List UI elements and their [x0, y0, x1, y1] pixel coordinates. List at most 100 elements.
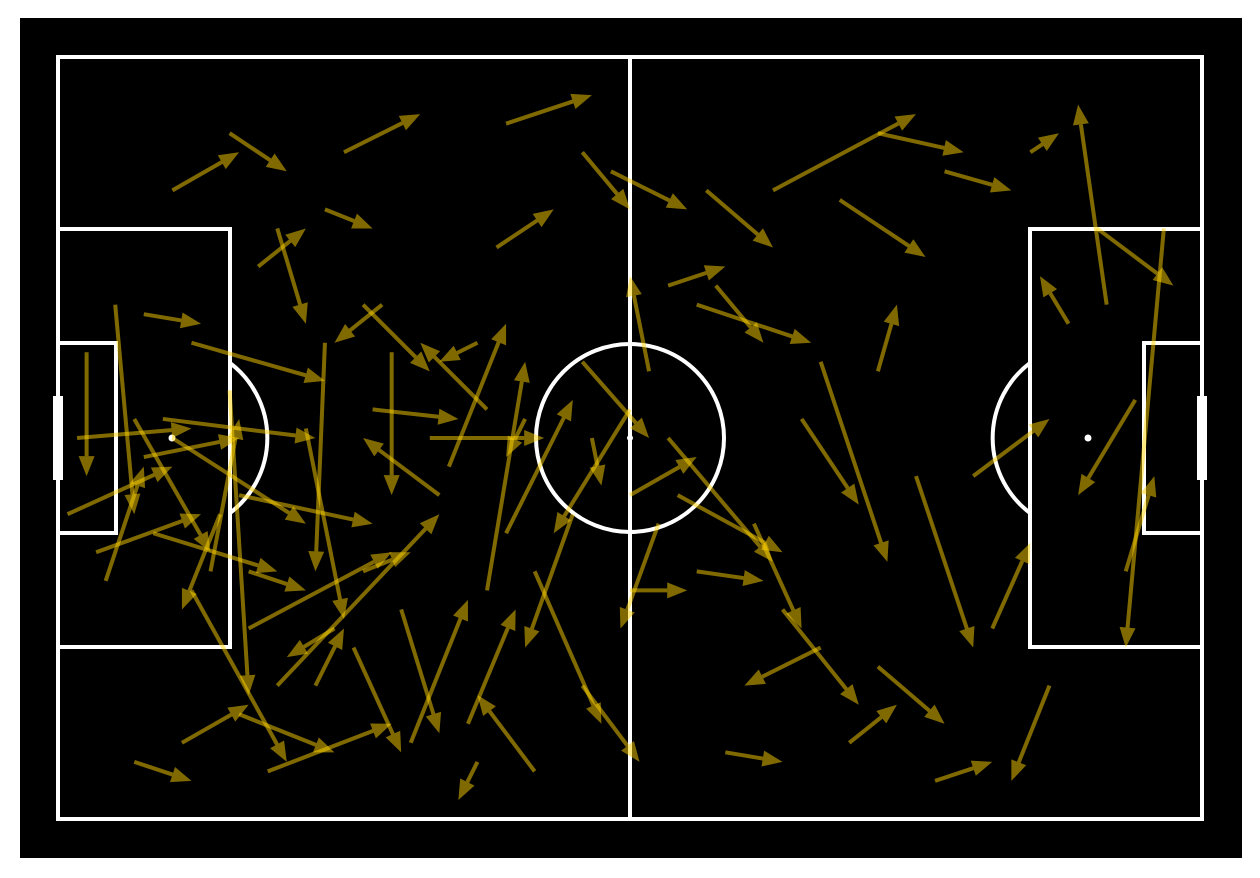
pass-arrowhead [491, 323, 507, 346]
pass-line [818, 361, 883, 544]
pass-arrow-88 [505, 93, 592, 126]
pass-arrow-42 [696, 302, 812, 345]
pass-arrow-84 [66, 466, 173, 517]
pass-arrowhead [419, 514, 440, 535]
pass-line [256, 239, 292, 269]
pass-arrow-99 [619, 523, 661, 629]
pass-arrow-97 [477, 695, 537, 773]
pass-line [456, 340, 479, 355]
pass-arrow-34 [458, 760, 480, 800]
pitch-markings [53, 55, 1207, 821]
pass-arrowhead [370, 723, 392, 739]
pass-arrow-69 [171, 152, 240, 193]
pass-arrowhead [621, 741, 640, 762]
pass-arrowhead [524, 430, 545, 446]
pass-arrowhead [556, 399, 573, 422]
pass-line [934, 766, 974, 783]
right-goal [1197, 396, 1207, 480]
pass-arrowhead [239, 674, 256, 696]
pass-arrowhead [1152, 267, 1174, 286]
pass-line [447, 341, 501, 468]
pass-arrowhead [439, 345, 461, 362]
pass-line [1029, 142, 1044, 154]
pass-arrow-74 [944, 169, 1012, 193]
pass-line [348, 303, 384, 332]
pass-arrow-26 [308, 342, 327, 572]
pass-arrow-28 [351, 646, 402, 753]
pass-arrow-21 [238, 493, 373, 528]
pass-arrow-29 [361, 303, 430, 372]
pass-arrow-13 [113, 304, 141, 515]
right-penalty-area [1028, 227, 1204, 649]
pass-line [133, 759, 174, 777]
pass-line [1095, 226, 1159, 276]
pass-arrowhead [841, 483, 859, 505]
pass-arrowhead [1028, 418, 1050, 438]
pass-arrowhead [744, 669, 766, 686]
pass-arrow-59 [772, 114, 916, 193]
pass-arrow-52 [1011, 684, 1052, 781]
pass-arrow-96 [133, 759, 192, 783]
pass-arrow-66 [408, 599, 468, 744]
pass-arrowhead [1037, 133, 1059, 151]
pass-line [696, 569, 744, 581]
pass-line [228, 131, 272, 162]
pass-line [1125, 228, 1166, 628]
pass-line [666, 436, 762, 548]
pass-arrow-81 [324, 207, 373, 229]
pass-arrowhead [883, 304, 900, 327]
pass-arrow-58 [1095, 226, 1174, 286]
pass-arrow-49 [914, 475, 975, 648]
pass-arrowhead [752, 228, 773, 248]
pass-arrowhead [181, 587, 197, 610]
pass-map-chart [53, 55, 1207, 821]
pass-arrow-14 [143, 434, 240, 460]
pass-arrow-82 [256, 228, 306, 269]
pass-arrow-98 [466, 609, 516, 725]
pass-arrow-25 [303, 428, 348, 619]
pass-line [66, 473, 156, 517]
pass-arrowhead [619, 606, 635, 629]
pass-arrow-86 [228, 131, 287, 172]
pass-line [275, 527, 428, 688]
pass-line [343, 121, 404, 155]
pass-arrowhead [363, 438, 384, 457]
pass-arrowhead [351, 213, 373, 229]
pass-arrowhead [286, 639, 309, 658]
pass-arrow-70 [495, 209, 554, 250]
pass-line [267, 729, 374, 774]
pass-arrowhead [742, 570, 764, 586]
pass-arrow-68 [275, 227, 308, 324]
pass-line [302, 626, 336, 649]
pass-arrow-54 [1072, 104, 1109, 305]
pass-arrow-39 [553, 408, 632, 534]
pass-line [780, 608, 848, 691]
right-penalty-spot [1084, 434, 1092, 442]
pass-arrow-51 [990, 542, 1031, 630]
pass-line [361, 303, 418, 359]
pass-arrow-87 [343, 114, 421, 155]
pass-arrow-11 [78, 352, 95, 477]
pass-arrow-71 [610, 169, 688, 210]
pitch-area [20, 18, 1242, 858]
pass-line [725, 750, 764, 761]
pass-arrow-83 [76, 422, 192, 440]
pass-line [876, 665, 931, 713]
pass-arrowhead [334, 324, 356, 343]
pass-line [838, 198, 910, 248]
pass-arrow-27 [286, 626, 336, 658]
pass-line [667, 270, 707, 288]
pass-line [351, 646, 395, 735]
pass-line [610, 169, 671, 203]
pass-arrow-79 [420, 342, 489, 411]
pass-arrowhead [513, 361, 530, 383]
pass-arrowhead [477, 695, 496, 716]
pass-arrow-22 [238, 712, 335, 753]
pass-line [248, 569, 288, 586]
pass-arrowhead [425, 711, 442, 734]
pass-arrow-48 [875, 304, 900, 372]
pass-arrow-78 [580, 360, 650, 438]
pass-arrowhead [327, 628, 344, 650]
pass-arrow-57 [1119, 228, 1166, 648]
pass-line [189, 589, 279, 746]
